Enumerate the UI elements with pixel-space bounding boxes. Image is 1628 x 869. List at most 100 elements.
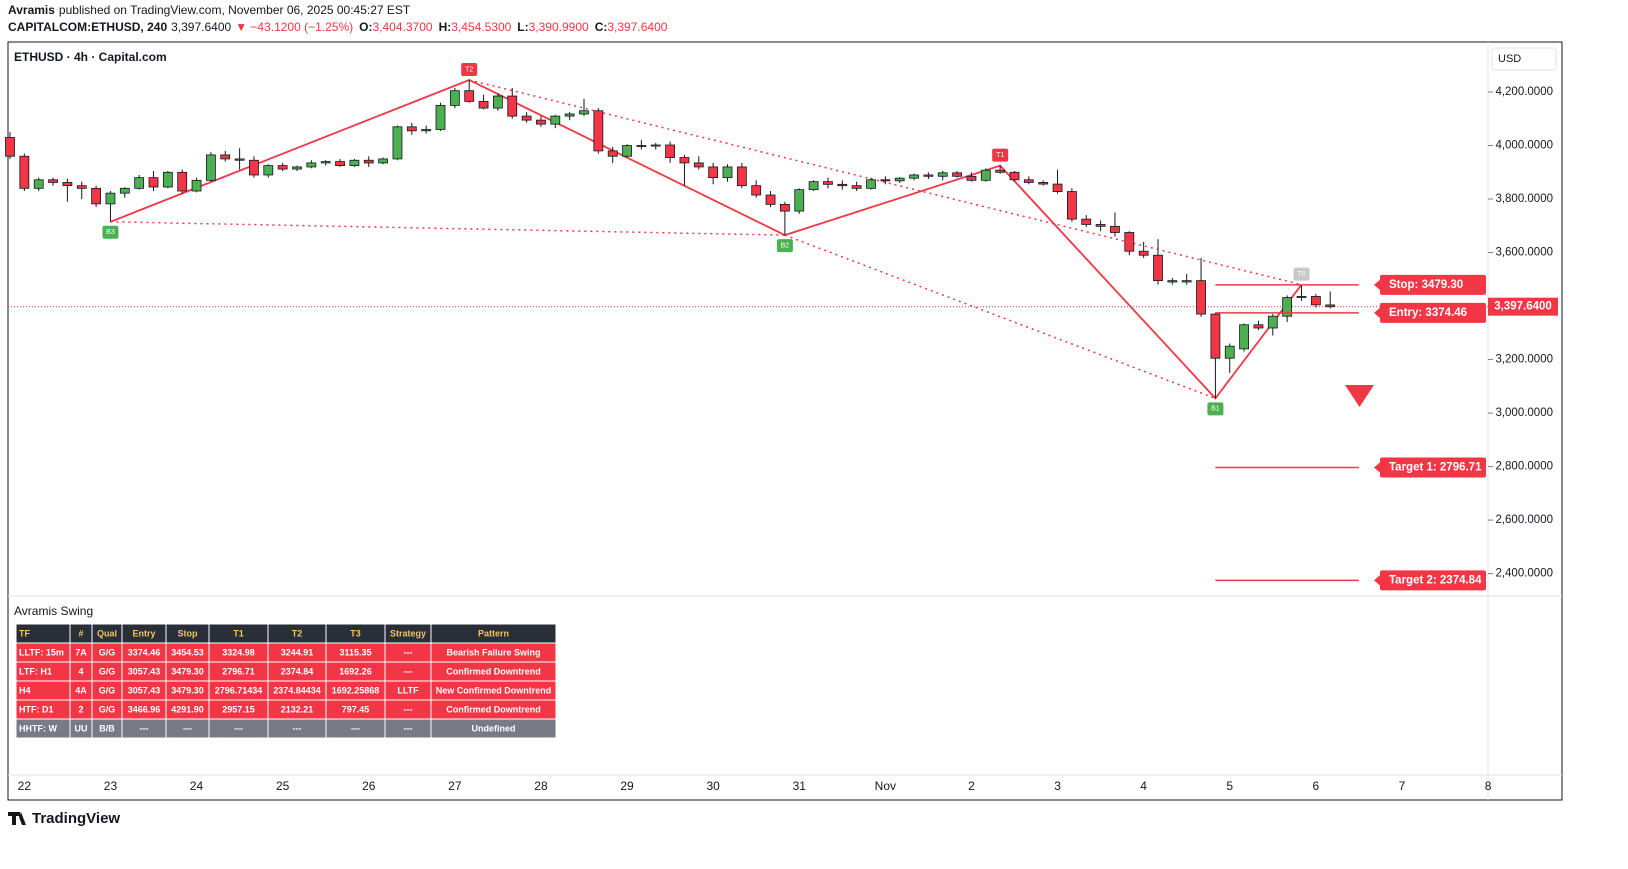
- table-text: H4: [19, 685, 31, 695]
- candle-body: [62, 182, 73, 187]
- candle-body: [679, 157, 690, 164]
- candle-body: [335, 161, 345, 167]
- candle-body: [1196, 280, 1206, 315]
- candle-body: [837, 183, 848, 187]
- table-text: ---: [351, 723, 360, 733]
- table-text: HTF: D1: [19, 704, 54, 714]
- table-text: Strategy: [390, 628, 426, 638]
- candle-body: [1153, 254, 1163, 282]
- candle-body: [320, 161, 331, 164]
- table-text: Bearish Failure Swing: [446, 647, 540, 657]
- candle-body: [1239, 324, 1249, 350]
- x-tick-label: 3: [1054, 779, 1061, 793]
- level-label: Stop: 3479.30: [1389, 279, 1463, 291]
- candle-body: [650, 144, 661, 147]
- table-text: Entry: [132, 628, 155, 638]
- level-pointer: [1374, 278, 1381, 291]
- y-tick-label: 3,600.0000: [1495, 247, 1553, 259]
- table-text: 3479.30: [171, 685, 204, 695]
- swing-marker: [1207, 402, 1224, 416]
- level-pointer: [1374, 574, 1381, 587]
- candle-body: [622, 145, 632, 157]
- table-text: 2796.71434: [215, 685, 263, 695]
- header-line: CAPITALCOM:ETHUSD, 240 3,397.6400 ▼ −43.12…: [8, 20, 668, 34]
- table-text: 3466.96: [128, 704, 161, 714]
- x-tick-label: 24: [190, 779, 204, 793]
- candle-body: [1267, 315, 1278, 329]
- swing-label: T2: [465, 66, 473, 73]
- table-text: T1: [233, 628, 244, 638]
- swing-marker: [461, 62, 478, 76]
- brand-logo: [8, 812, 26, 825]
- table-text: ---: [404, 723, 413, 733]
- table-text: 3454.53: [171, 647, 204, 657]
- currency[interactable]: USD: [1498, 53, 1521, 65]
- y-tick-label: 4,000.0000: [1495, 140, 1553, 152]
- y-tick-label: 2,800.0000: [1495, 461, 1553, 473]
- y-tick-label: 3,000.0000: [1495, 407, 1553, 419]
- table-text: 4291.90: [171, 704, 204, 714]
- candle-body: [435, 105, 446, 130]
- table-text: New Confirmed Downtrend: [436, 685, 552, 695]
- candle-body: [1023, 179, 1034, 183]
- table-text: ---: [183, 723, 192, 733]
- table-text: G/G: [99, 666, 116, 676]
- candle-body: [48, 179, 58, 183]
- candle-body: [392, 126, 403, 160]
- currency-button[interactable]: [1491, 47, 1557, 71]
- symbol: CAPITALCOM:ETHUSD, 240: [8, 20, 167, 34]
- x-tick-label: 22: [18, 779, 32, 793]
- table-text: 3057.43: [128, 666, 161, 676]
- last-price-label: 3,397.6400: [1494, 301, 1552, 313]
- candle-body: [751, 185, 762, 196]
- table-text: 2374.84: [281, 666, 314, 676]
- swing-marker: [992, 148, 1009, 162]
- x-tick-label: 27: [448, 779, 462, 793]
- last-price-box: [1488, 297, 1558, 316]
- level-box: [1380, 274, 1486, 295]
- ohlc-value: 3,390.9900: [529, 20, 589, 34]
- table-text: 2374.84434: [273, 685, 321, 695]
- candle-body: [1038, 182, 1049, 185]
- table-text: 1692.26: [339, 666, 372, 676]
- header-line: Avramis published on TradingView.com, Nov…: [8, 3, 411, 17]
- candle-body: [306, 162, 317, 168]
- table-text: Undefined: [472, 723, 516, 733]
- candle-body: [823, 181, 833, 185]
- candle-body: [177, 171, 188, 192]
- table-text: G/G: [99, 685, 116, 695]
- candle-body: [1325, 304, 1336, 308]
- table-text: 3324.98: [222, 647, 255, 657]
- candle-body: [148, 177, 159, 188]
- candle-body: [1095, 224, 1106, 227]
- table-text: Confirmed Downtrend: [446, 666, 541, 676]
- y-tick-label: 4,200.0000: [1495, 86, 1553, 98]
- swing-marker: [102, 225, 119, 239]
- x-tick-label: 31: [793, 779, 807, 793]
- candle-body: [249, 159, 259, 176]
- candle-body: [937, 172, 948, 177]
- ohlc-value: 3,454.5300: [451, 20, 511, 34]
- ohlc-key: H:: [439, 20, 452, 34]
- candle-body: [880, 179, 891, 182]
- table-text: HHTF: W: [19, 723, 57, 733]
- table-text: LLTF: [397, 685, 419, 695]
- table-text: LLTF: 15m: [19, 647, 64, 657]
- ohlc-key: C:: [595, 20, 608, 34]
- x-tick-label: 4: [1140, 779, 1147, 793]
- candle-body: [1224, 345, 1235, 359]
- table-text: ---: [404, 647, 413, 657]
- table-text: 1692.25868: [332, 685, 380, 695]
- candle-body: [521, 115, 532, 121]
- x-tick-label: 23: [104, 779, 118, 793]
- candle-body: [449, 90, 460, 106]
- candle-body: [406, 126, 417, 132]
- candle-body: [464, 90, 475, 102]
- table-text: ---: [293, 723, 302, 733]
- table-text: ---: [234, 723, 243, 733]
- candle-body: [1124, 232, 1135, 252]
- candle-body: [19, 155, 30, 189]
- y-tick-label: 3,800.0000: [1495, 193, 1553, 205]
- zigzag: [110, 79, 1303, 400]
- table-text: G/G: [99, 704, 116, 714]
